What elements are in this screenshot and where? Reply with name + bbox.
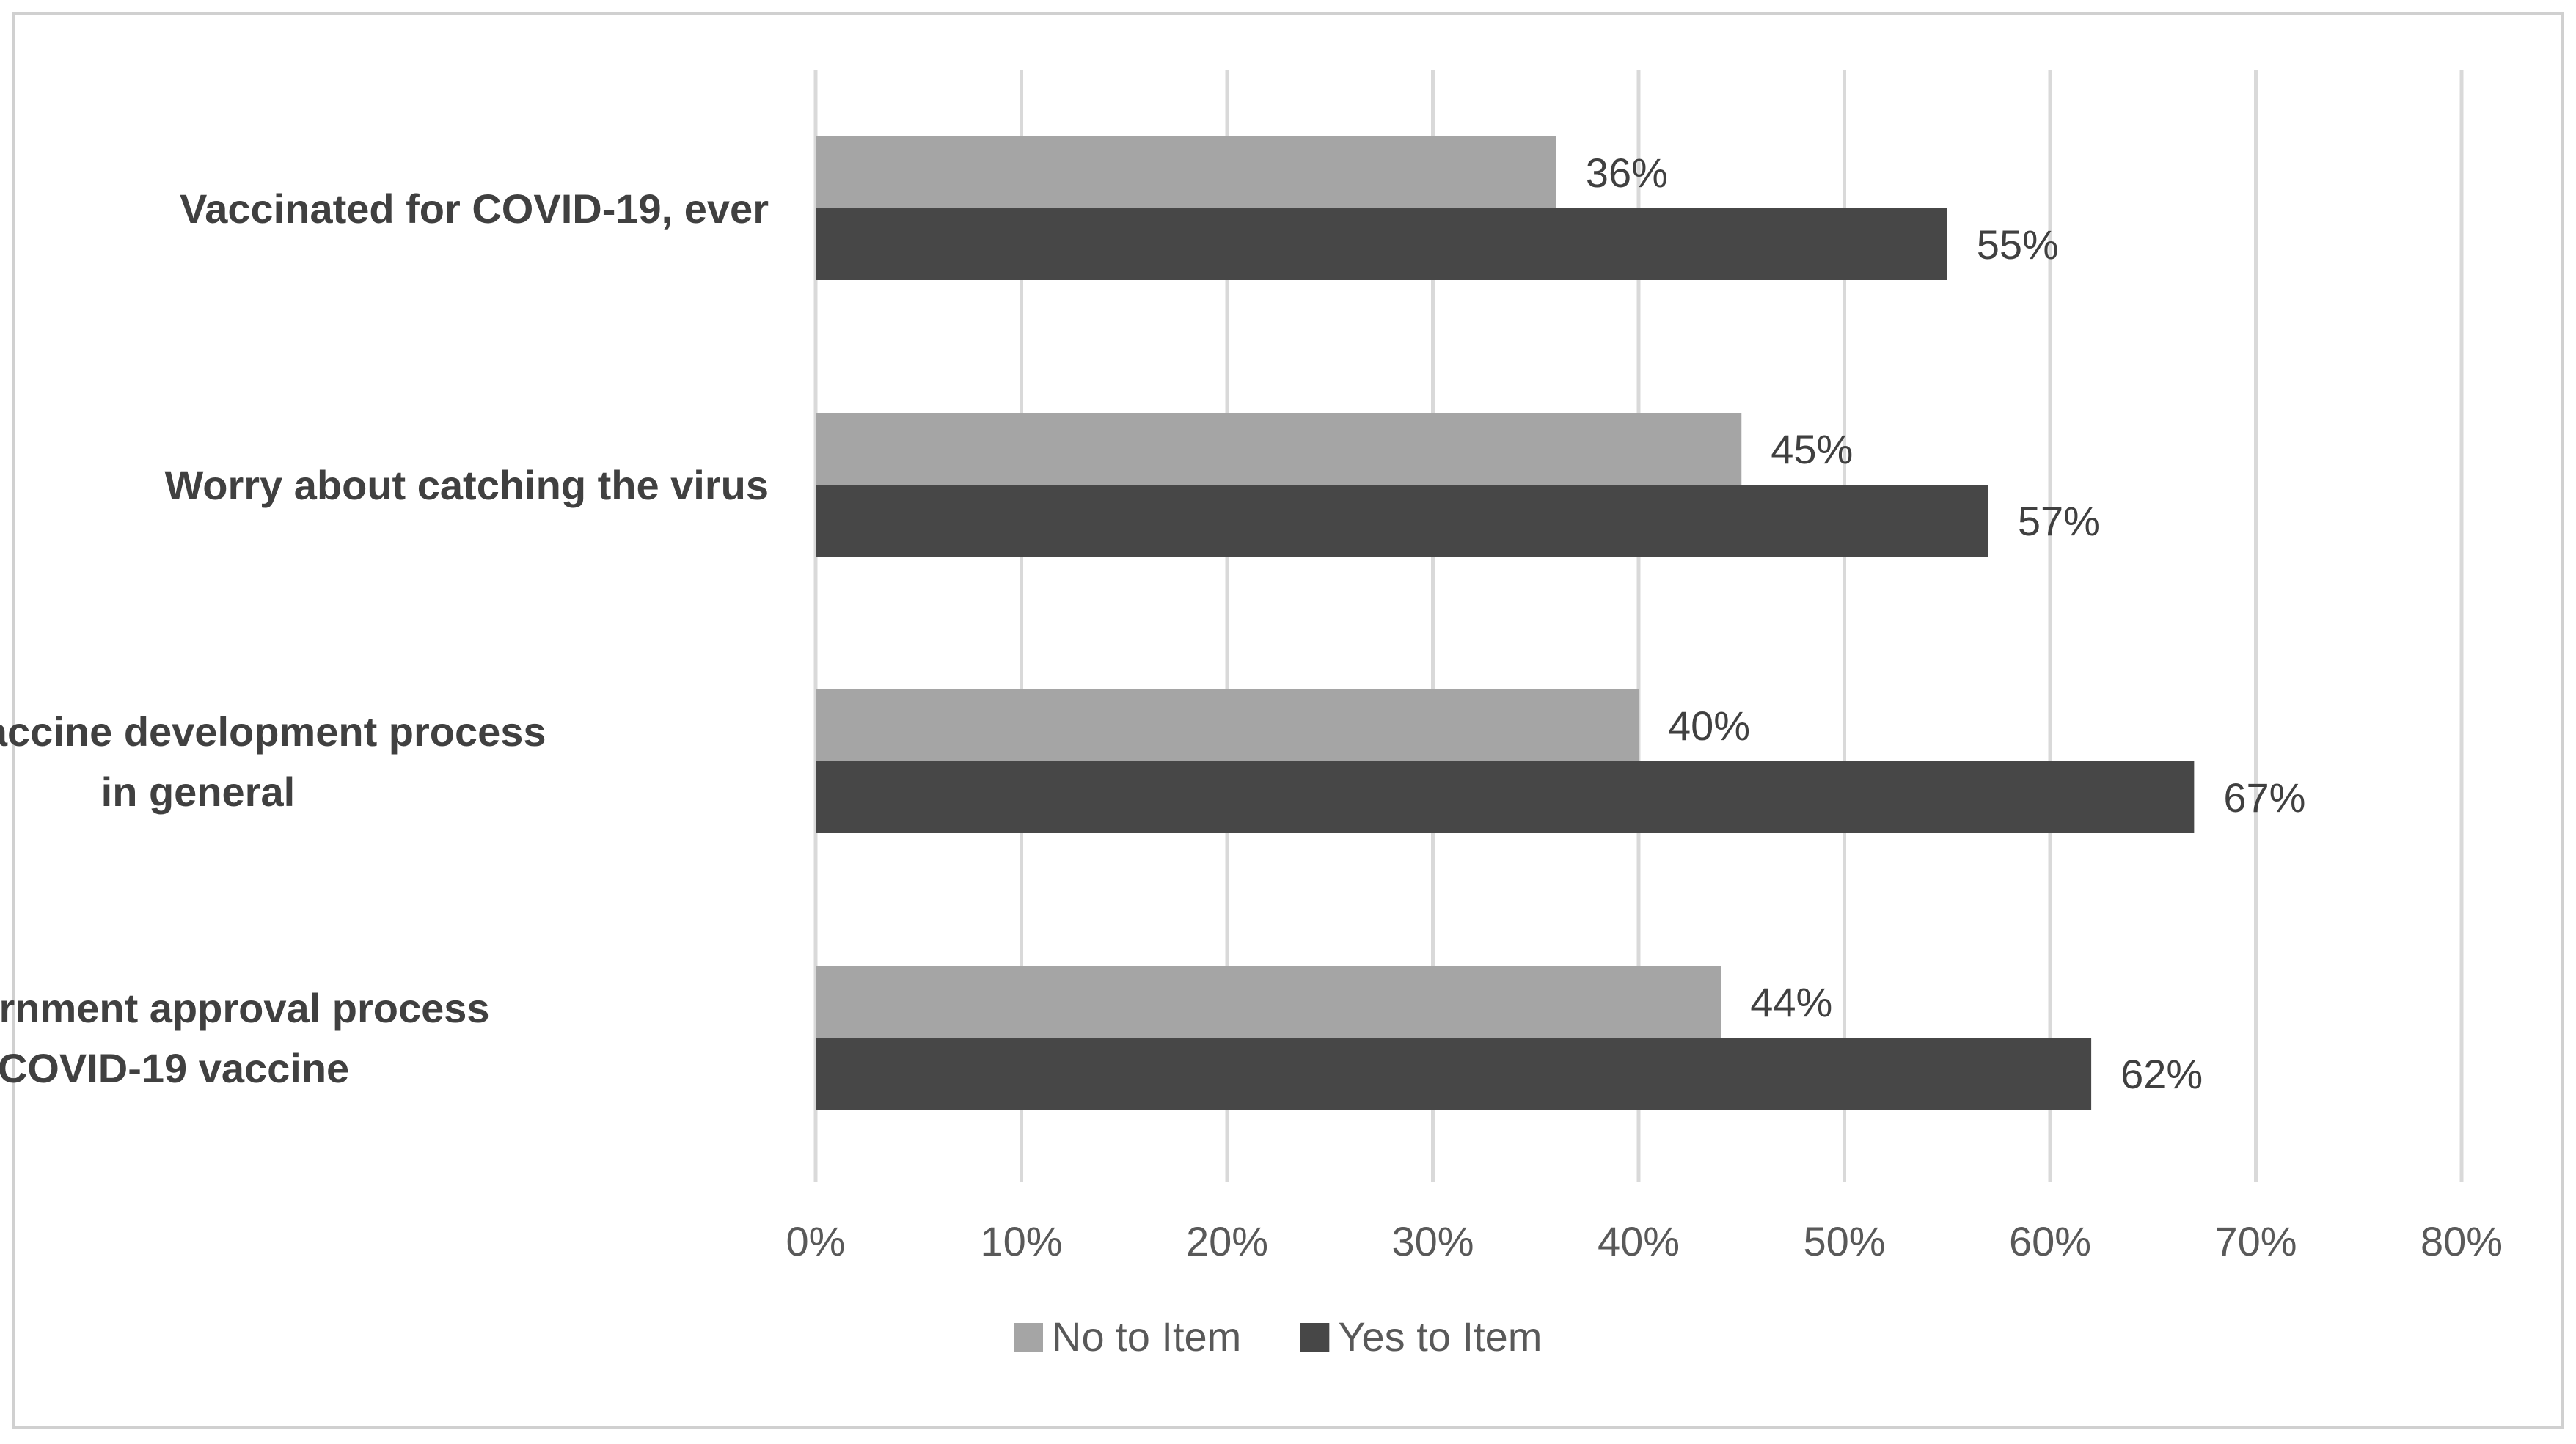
x-axis-ticks: 0% 10% 20% 30% 40% 50% 60% 70% 80% (786, 1218, 2503, 1264)
data-label: 45% (1771, 426, 1853, 472)
legend: No to Item Yes to Item (1014, 1313, 1542, 1360)
data-labels: 36% 55% 45% 57% 40% 67% 44% 62% (1586, 150, 2306, 1097)
category-label: Worry about catching the virus (164, 462, 769, 508)
category-label: Trust government approval processfor COV… (0, 985, 490, 1091)
x-tick-label: 20% (1186, 1218, 1268, 1264)
bar (816, 761, 2195, 833)
x-tick-label: 50% (1803, 1218, 1885, 1264)
bar (816, 485, 1988, 557)
x-tick-label: 80% (2421, 1218, 2503, 1264)
data-label: 67% (2223, 774, 2305, 821)
legend-label: Yes to Item (1338, 1313, 1542, 1360)
x-tick-label: 10% (980, 1218, 1062, 1264)
bar (816, 413, 1742, 485)
bar (816, 689, 1639, 761)
bar (816, 208, 1947, 280)
legend-swatch (1014, 1323, 1043, 1352)
bar (816, 1038, 2092, 1110)
legend-label: No to Item (1052, 1313, 1241, 1360)
data-label: 55% (1977, 221, 2059, 268)
x-tick-label: 0% (786, 1218, 846, 1264)
bar (816, 136, 1556, 208)
legend-swatch (1300, 1323, 1330, 1352)
data-label: 36% (1586, 150, 1668, 196)
category-labels: Vaccinated for COVID-19, ever Worry about… (0, 186, 769, 1091)
data-label: 57% (2018, 498, 2100, 544)
x-tick-label: 70% (2214, 1218, 2297, 1264)
data-label: 44% (1750, 979, 1832, 1025)
data-label: 62% (2121, 1051, 2203, 1097)
bars (816, 136, 2195, 1110)
x-tick-label: 40% (1598, 1218, 1680, 1264)
x-tick-label: 30% (1391, 1218, 1474, 1264)
x-tick-label: 60% (2009, 1218, 2091, 1264)
bar (816, 966, 1721, 1038)
category-label: Vaccinated for COVID-19, ever (180, 186, 769, 232)
data-label: 40% (1668, 703, 1750, 749)
